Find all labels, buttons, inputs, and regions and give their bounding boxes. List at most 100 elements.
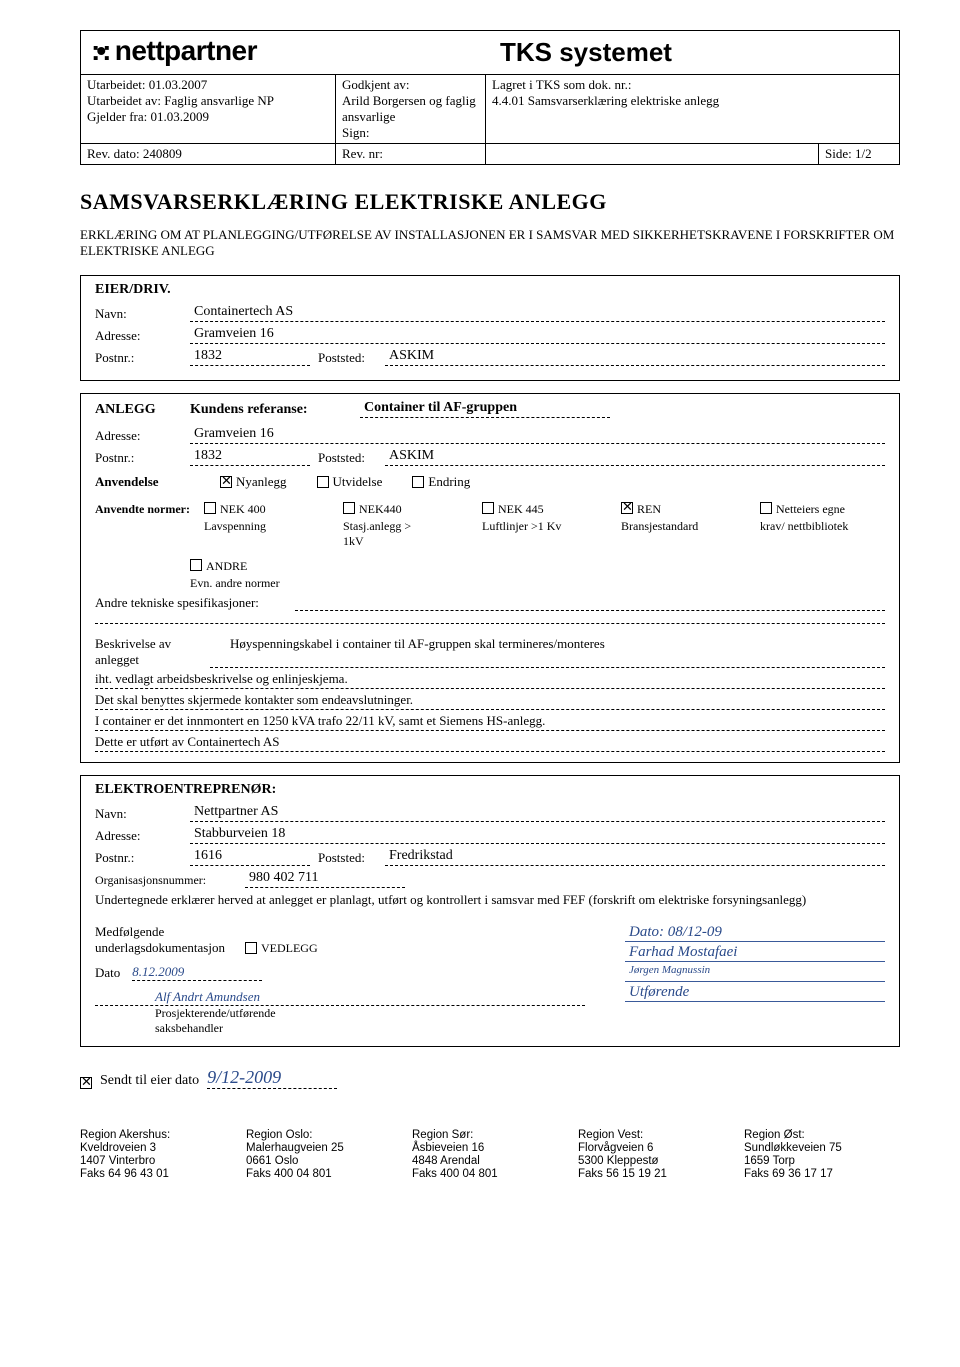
nyanlegg-option[interactable]: Nyanlegg — [220, 474, 287, 490]
nek445-lbl: NEK 445 — [498, 502, 544, 517]
sendt-lbl: Sendt til eier dato — [100, 1073, 199, 1089]
footer-col-5: Region Øst: Sundløkkeveien 75 1659 Torp … — [744, 1129, 900, 1181]
checkbox-checked-icon[interactable] — [621, 502, 633, 514]
besk-line1: Høyspenningskabel i container til AF-gru… — [210, 636, 885, 668]
andre-lbl: ANDRE — [206, 559, 247, 574]
side-nr: Side: 1/2 — [819, 144, 899, 164]
dato-lbl: Dato — [95, 965, 120, 981]
lagret-nr: 4.4.01 Samsvarserklæring elektriske anle… — [492, 93, 893, 109]
endring-option[interactable]: Endring — [412, 474, 470, 490]
fc1-l2: Kveldroveien 3 — [80, 1142, 236, 1154]
anlegg-poststed: ASKIM — [385, 448, 885, 466]
footer-col-1: Region Akershus: Kveldroveien 3 1407 Vin… — [80, 1129, 236, 1181]
entrep-adresse-lbl: Adresse: — [95, 828, 190, 844]
entrep-heading: ELEKTROENTREPRENØR: — [95, 782, 885, 798]
besk-line2: iht. vedlagt arbeidsbeskrivelse og enlin… — [95, 670, 885, 689]
sig-left-lbl2: saksbehandler — [95, 1021, 585, 1036]
entrep-poststed: Fredrikstad — [385, 848, 885, 866]
checkbox-icon[interactable] — [482, 502, 494, 514]
fc3-l4: Faks 400 04 801 — [412, 1168, 568, 1180]
sig-left-lbl1: Prosjekterende/utførende — [95, 1006, 585, 1021]
fc4-l2: Florvågveien 6 — [578, 1142, 734, 1154]
rev-dato: Rev. dato: 240809 — [81, 144, 336, 164]
eier-adresse: Gramveien 16 — [190, 326, 885, 344]
fc1-l1: Region Akershus: — [80, 1129, 236, 1141]
utvidelse-option[interactable]: Utvidelse — [317, 474, 383, 490]
medf2: underlagsdokumentasjon — [95, 940, 225, 956]
checkbox-icon[interactable] — [190, 559, 202, 571]
fc2-l1: Region Oslo: — [246, 1129, 402, 1141]
checkbox-checked-icon[interactable] — [80, 1077, 92, 1089]
page-title: SAMSVARSERKLÆRING ELEKTRISKE ANLEGG — [80, 189, 900, 215]
fc2-l2: Malerhaugveien 25 — [246, 1142, 402, 1154]
fc2-l3: 0661 Oslo — [246, 1155, 402, 1167]
page-subtitle: ERKLÆRING OM AT PLANLEGGING/UTFØRELSE AV… — [80, 227, 900, 259]
nek400-lbl: NEK 400 — [220, 502, 266, 517]
entrep-poststed-lbl: Poststed: — [310, 850, 385, 866]
vedlegg-lbl: VEDLEGG — [261, 941, 318, 956]
declare-text: Undertegnede erklærer herved at anlegget… — [95, 892, 885, 908]
fc2-l4: Faks 400 04 801 — [246, 1168, 402, 1180]
besk-line4: I container er det innmontert en 1250 kV… — [95, 712, 885, 731]
footer-col-3: Region Sør: Åsbieveien 16 4848 Arendal F… — [412, 1129, 568, 1181]
besk-lbl2: anlegget — [95, 652, 210, 668]
entrep-postnr-lbl: Postnr.: — [95, 850, 190, 866]
nek440-lbl: NEK440 — [359, 502, 402, 517]
andre-row: ANDRE Evn. andre normer — [95, 559, 885, 591]
checkbox-icon — [245, 942, 257, 954]
fc1-l4: Faks 64 96 43 01 — [80, 1168, 236, 1180]
netteiers-lbl: Netteiers egne — [776, 502, 845, 517]
system-title: TKS systemet — [490, 31, 899, 74]
tekn-spes-val — [295, 595, 885, 611]
eier-navn: Containertech AS — [190, 304, 885, 322]
sig-r1: Dato: 08/12-09 — [625, 924, 885, 942]
nek440-sub2: 1kV — [343, 534, 468, 549]
fc4-l3: 5300 Kleppestø — [578, 1155, 734, 1167]
fc5-l4: Faks 69 36 17 17 — [744, 1168, 900, 1180]
vedlegg-option[interactable]: VEDLEGG — [245, 941, 318, 956]
medf1: Medfølgende — [95, 924, 585, 940]
godkjent-cell: Godkjent av: Arild Borgersen og faglig a… — [336, 75, 486, 143]
eier-adresse-lbl: Adresse: — [95, 328, 190, 344]
sendt-row: Sendt til eier dato 9/12-2009 — [80, 1067, 900, 1089]
entrep-navn-lbl: Navn: — [95, 806, 190, 822]
tekn-spes-lbl: Andre tekniske spesifikasjoner: — [95, 595, 295, 611]
divider — [95, 623, 885, 624]
fc3-l3: 4848 Arendal — [412, 1155, 568, 1167]
checkbox-icon[interactable] — [204, 502, 216, 514]
checkbox-icon — [317, 476, 329, 488]
anlegg-section: ANLEGG Kundens referanse: Container til … — [80, 393, 900, 763]
eier-section: EIER/DRIV. Navn: Containertech AS Adress… — [80, 275, 900, 381]
lagret-lbl: Lagret i TKS som dok. nr.: — [492, 77, 893, 93]
footer: Region Akershus: Kveldroveien 3 1407 Vin… — [80, 1129, 900, 1181]
sig-r2: Farhad Mostafaei — [625, 944, 885, 962]
fc3-l1: Region Sør: — [412, 1129, 568, 1141]
checkbox-icon[interactable] — [343, 502, 355, 514]
nyanlegg-lbl: Nyanlegg — [236, 474, 287, 490]
sig-r3: Jørgen Magnussin — [625, 964, 885, 982]
fc5-l1: Region Øst: — [744, 1129, 900, 1141]
besk-line5: Dette er utført av Containertech AS — [95, 733, 885, 752]
checkbox-checked-icon — [220, 476, 232, 488]
orgnr: 980 402 711 — [245, 870, 405, 888]
rev-nr: Rev. nr: — [336, 144, 486, 164]
eier-heading: EIER/DRIV. — [95, 282, 885, 298]
ren-lbl: REN — [637, 502, 661, 517]
utvidelse-lbl: Utvidelse — [333, 474, 383, 490]
orgnr-lbl: Organisasjonsnummer: — [95, 873, 245, 888]
header-table: :•: nettpartner TKS systemet Utarbeidet:… — [80, 30, 900, 165]
gjelder-fra: Gjelder fra: 01.03.2009 — [87, 109, 329, 125]
godkjent-navn: Arild Borgersen og faglig ansvarlige — [342, 93, 479, 125]
fc5-l3: 1659 Torp — [744, 1155, 900, 1167]
logo-text: nettpartner — [115, 35, 257, 66]
anlegg-poststed-lbl: Poststed: — [310, 450, 385, 466]
nek400-col: NEK 400 Lavspenning — [204, 502, 329, 549]
netteiers-sub: krav/ nettbibliotek — [760, 519, 885, 534]
fc3-l2: Åsbieveien 16 — [412, 1142, 568, 1154]
fc5-l2: Sundløkkeveien 75 — [744, 1142, 900, 1154]
anlegg-postnr: 1832 — [190, 448, 310, 466]
bottom-right: Dato: 08/12-09 Farhad Mostafaei Jørgen M… — [625, 924, 885, 1036]
eier-poststed-lbl: Poststed: — [310, 350, 385, 366]
checkbox-icon[interactable] — [760, 502, 772, 514]
entrep-postnr: 1616 — [190, 848, 310, 866]
